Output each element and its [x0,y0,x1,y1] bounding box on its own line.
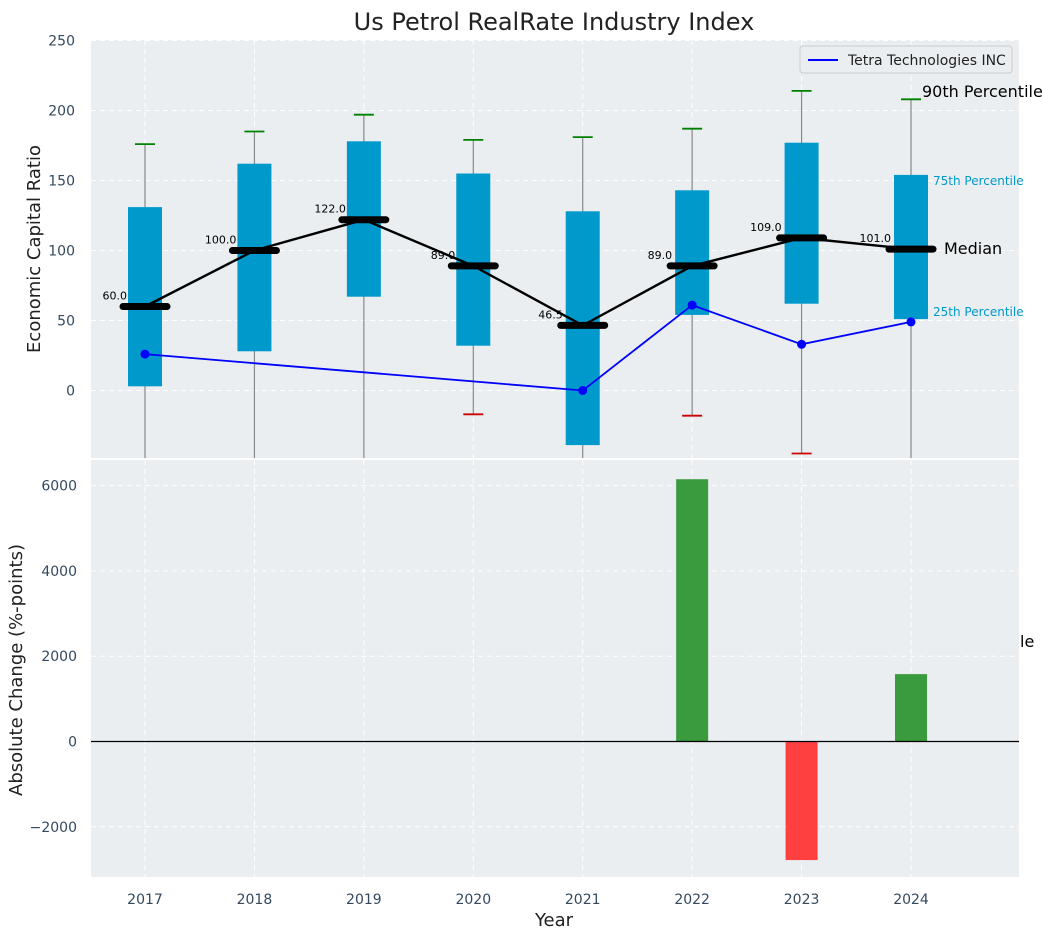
bottom-y-tick-label: 2000 [41,649,77,665]
top-y-tick-label: 200 [48,104,75,120]
legend-box [799,45,1013,74]
bottom-y-tick-label: 4000 [41,564,77,580]
x-tick-label: 2024 [893,892,929,908]
x-axis: 2017 2018 2019 2020 2021 2022 2023 2024 [127,892,929,908]
top-y-tick-label: 0 [66,384,75,400]
box-iqr [675,190,710,315]
box-iqr [784,142,819,304]
x-tick-label: 2017 [127,892,163,908]
top-y-tick-label: 150 [48,174,75,190]
annotation-90th-percentile: 90th Percentile [922,82,1043,101]
median-value-label: 60.0 [103,290,128,303]
top-y-tick-label: 50 [57,314,75,330]
change-bar [785,741,818,861]
bottom-y-tick-label: 0 [68,735,77,751]
top-y-tick-label: 250 [48,34,75,50]
median-value-label: 89.0 [431,249,456,262]
x-tick-label: 2021 [565,892,601,908]
top-y-tick-label: 100 [48,244,75,260]
bottom-y-tick-label: 6000 [41,479,77,495]
annotation-median: Median [944,239,1002,258]
top-y-axis: 0 50 100 150 200 250 [48,34,75,400]
legend: Tetra Technologies INC [799,45,1013,74]
median-value-label: 109.0 [750,221,782,234]
median-value-label: 100.0 [205,234,237,247]
x-tick-label: 2023 [784,892,820,908]
annotation-75th-percentile: 75th Percentile [933,174,1024,188]
company-series-point [906,317,916,327]
annotation-25th-percentile: 25th Percentile [933,305,1024,319]
median-value-label: 122.0 [314,203,346,216]
x-tick-label: 2020 [455,892,491,908]
company-series-point [687,300,697,310]
median-value-label: 101.0 [860,232,892,245]
stray-label: le [1020,632,1034,651]
median-value-label: 89.0 [648,249,673,262]
x-tick-label: 2019 [346,892,382,908]
bottom-y-tick-label: −2000 [30,820,77,836]
median-trend-line [144,218,912,327]
x-tick-label: 2022 [674,892,710,908]
box-iqr [456,173,491,346]
box-plot-area: 60.0 100.0 122.0 89.0 46.5 89.0 109.0 101.0 [103,90,937,458]
median-value-label: 46.5 [538,308,563,321]
bar-plot-area [91,479,1019,861]
company-series-point [797,339,807,349]
legend-label: Tetra Technologies INC [847,53,1006,69]
change-bar [895,674,928,742]
bottom-panel-background [91,460,1019,877]
change-bar [676,479,709,742]
x-axis-label: Year [534,910,574,931]
top-y-axis-label: Economic Capital Ratio [24,145,45,353]
chart-title: Us Petrol RealRate Industry Index [354,8,755,36]
box-iqr [128,207,162,387]
bottom-y-axis: −2000 0 2000 4000 6000 [30,479,77,836]
bottom-y-axis-label: Absolute Change (%-points) [6,544,27,796]
x-tick-label: 2018 [237,892,273,908]
company-series-point [140,349,150,359]
company-series-point [578,386,588,395]
